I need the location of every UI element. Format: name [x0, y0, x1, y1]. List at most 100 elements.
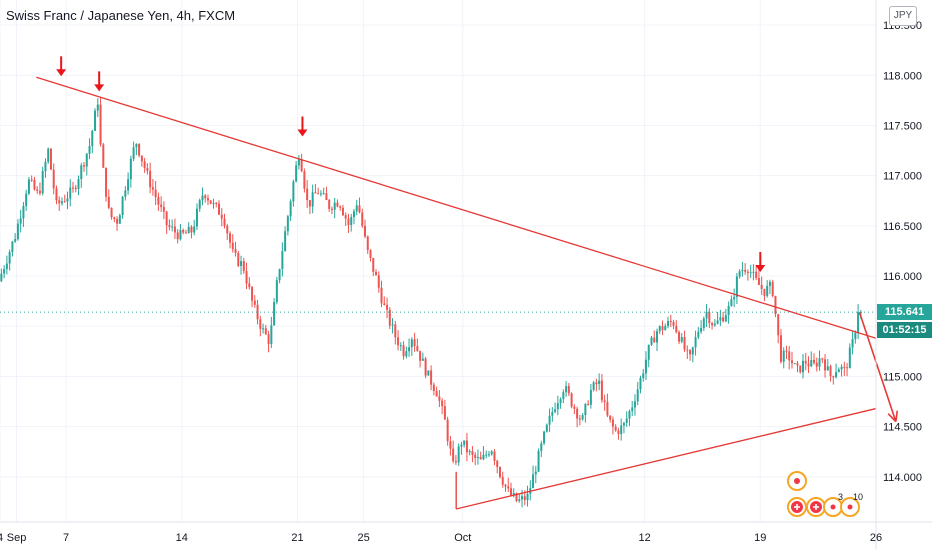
projection-arrow-head — [895, 410, 899, 422]
candle-body — [664, 326, 667, 331]
candle-body — [184, 232, 187, 234]
candle-body — [532, 474, 535, 489]
time-tick-label: Oct — [454, 532, 471, 544]
candle-body — [768, 281, 771, 286]
candle-body — [793, 363, 796, 365]
candle-body — [752, 271, 755, 273]
candle-body — [44, 161, 47, 172]
candle-body — [325, 193, 328, 201]
candle-body — [669, 321, 672, 323]
candle-body — [408, 347, 411, 352]
candle-body — [609, 415, 612, 420]
projection-arrow — [858, 311, 897, 422]
candle-body — [383, 303, 386, 305]
candle-body — [149, 170, 152, 188]
candle-body — [653, 337, 656, 343]
candle-body — [52, 169, 55, 189]
candle-body — [405, 351, 408, 357]
candle-body — [639, 377, 642, 390]
candle-body — [785, 350, 788, 352]
candle-body — [573, 406, 576, 409]
candle-body — [311, 192, 314, 207]
candle-body — [278, 269, 281, 281]
candle-body — [220, 214, 223, 219]
candle-body — [628, 411, 631, 419]
candle-body — [275, 280, 278, 303]
candle-body — [835, 372, 838, 378]
candle-body — [377, 275, 380, 288]
candle-body — [33, 179, 36, 190]
candle-body — [162, 207, 165, 212]
candle-body — [432, 384, 435, 392]
candle-body — [160, 204, 163, 208]
candle-body — [656, 331, 658, 343]
candle-body — [206, 198, 209, 201]
candle-body — [237, 252, 240, 266]
time-tick-label: 4 — [0, 532, 3, 544]
price-tick-label: 116.500 — [883, 221, 922, 233]
touch-marker-arrow-head — [56, 69, 67, 77]
resistance-trendline — [36, 76, 877, 339]
candle-body — [66, 198, 69, 202]
candle-body — [746, 271, 749, 273]
candle-body — [14, 239, 17, 242]
candle-body — [452, 448, 455, 462]
indicator-badges[interactable]: 3 10 — [787, 471, 863, 517]
candle-body — [438, 396, 441, 401]
candle-body — [857, 312, 860, 333]
candle-body — [361, 212, 364, 226]
candle-body — [620, 425, 623, 434]
candle-body — [474, 454, 477, 458]
candle-body — [209, 200, 212, 204]
candle-body — [485, 454, 488, 456]
candle-body — [264, 328, 267, 335]
candle-body — [173, 226, 176, 233]
candle-body — [802, 360, 804, 373]
candle-body — [642, 373, 645, 378]
price-tick-label: 115.000 — [883, 371, 922, 383]
candle-body — [683, 337, 686, 350]
touch-marker-arrow-head — [755, 265, 766, 273]
candle-body — [614, 426, 617, 431]
candle-body — [413, 339, 416, 347]
candle-body — [851, 339, 854, 348]
currency-button[interactable]: JPY — [889, 6, 917, 26]
candle-body — [154, 189, 157, 198]
candle-body — [843, 366, 846, 368]
candle-body — [672, 322, 675, 326]
candle-body — [140, 155, 143, 162]
candle-body — [179, 229, 182, 240]
candle-body — [722, 317, 725, 322]
candle-body — [697, 331, 700, 338]
candle-body — [193, 226, 196, 233]
candle-body — [127, 179, 130, 191]
time-tick-label: 19 — [754, 532, 766, 544]
candle-body — [388, 309, 391, 326]
candle-body — [713, 323, 716, 326]
candle-body — [391, 324, 394, 326]
candle-body — [576, 408, 579, 419]
candle-body — [11, 241, 14, 253]
candle-body — [284, 231, 287, 252]
candle-body — [578, 418, 581, 420]
candle-body — [813, 360, 816, 363]
time-tick-label: Sep — [7, 532, 27, 544]
candle-body — [204, 195, 207, 199]
candle-body — [777, 314, 780, 336]
candle-body — [562, 392, 565, 400]
badge-count-3: 3 — [838, 492, 843, 502]
candle-body — [96, 104, 99, 111]
candle-body — [804, 360, 807, 364]
candle-body — [322, 193, 325, 195]
candle-body — [63, 201, 66, 203]
candle-body — [336, 202, 339, 207]
candle-body — [587, 403, 590, 405]
candle-body — [198, 200, 201, 209]
candle-body — [308, 200, 311, 207]
candle-body — [790, 360, 793, 364]
candle-body — [471, 451, 474, 455]
candle-body — [201, 195, 204, 201]
time-tick-label: 26 — [870, 532, 882, 544]
